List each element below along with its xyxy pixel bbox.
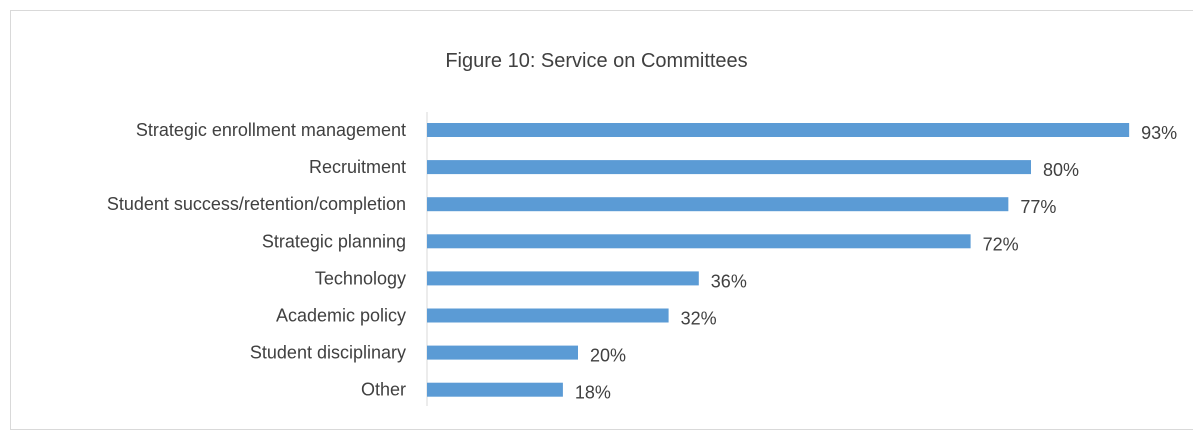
data-label: 20% bbox=[590, 346, 626, 366]
bar bbox=[427, 123, 1130, 137]
chart-frame bbox=[10, 10, 1193, 430]
category-label: Student disciplinary bbox=[250, 343, 406, 363]
bar bbox=[427, 308, 669, 323]
chart-title: Figure 10: Service on Committees bbox=[445, 50, 748, 72]
data-label: 36% bbox=[711, 271, 747, 291]
data-label: 32% bbox=[681, 309, 717, 329]
bar bbox=[427, 345, 578, 360]
bar bbox=[427, 234, 971, 249]
category-label: Academic policy bbox=[276, 306, 406, 326]
data-label: 18% bbox=[575, 383, 611, 403]
data-label: 93% bbox=[1141, 123, 1177, 143]
category-label: Student success/retention/completion bbox=[107, 194, 406, 214]
bar bbox=[427, 271, 699, 286]
category-label: Other bbox=[361, 380, 406, 400]
data-label: 77% bbox=[1020, 197, 1056, 217]
data-label: 72% bbox=[983, 234, 1019, 254]
bar bbox=[427, 197, 1009, 212]
bar bbox=[427, 382, 563, 397]
category-label: Strategic enrollment management bbox=[136, 120, 406, 140]
bar bbox=[427, 160, 1031, 175]
category-label: Technology bbox=[315, 268, 406, 288]
data-label: 80% bbox=[1043, 160, 1079, 180]
category-label: Strategic planning bbox=[262, 231, 406, 251]
category-label: Recruitment bbox=[309, 157, 406, 177]
